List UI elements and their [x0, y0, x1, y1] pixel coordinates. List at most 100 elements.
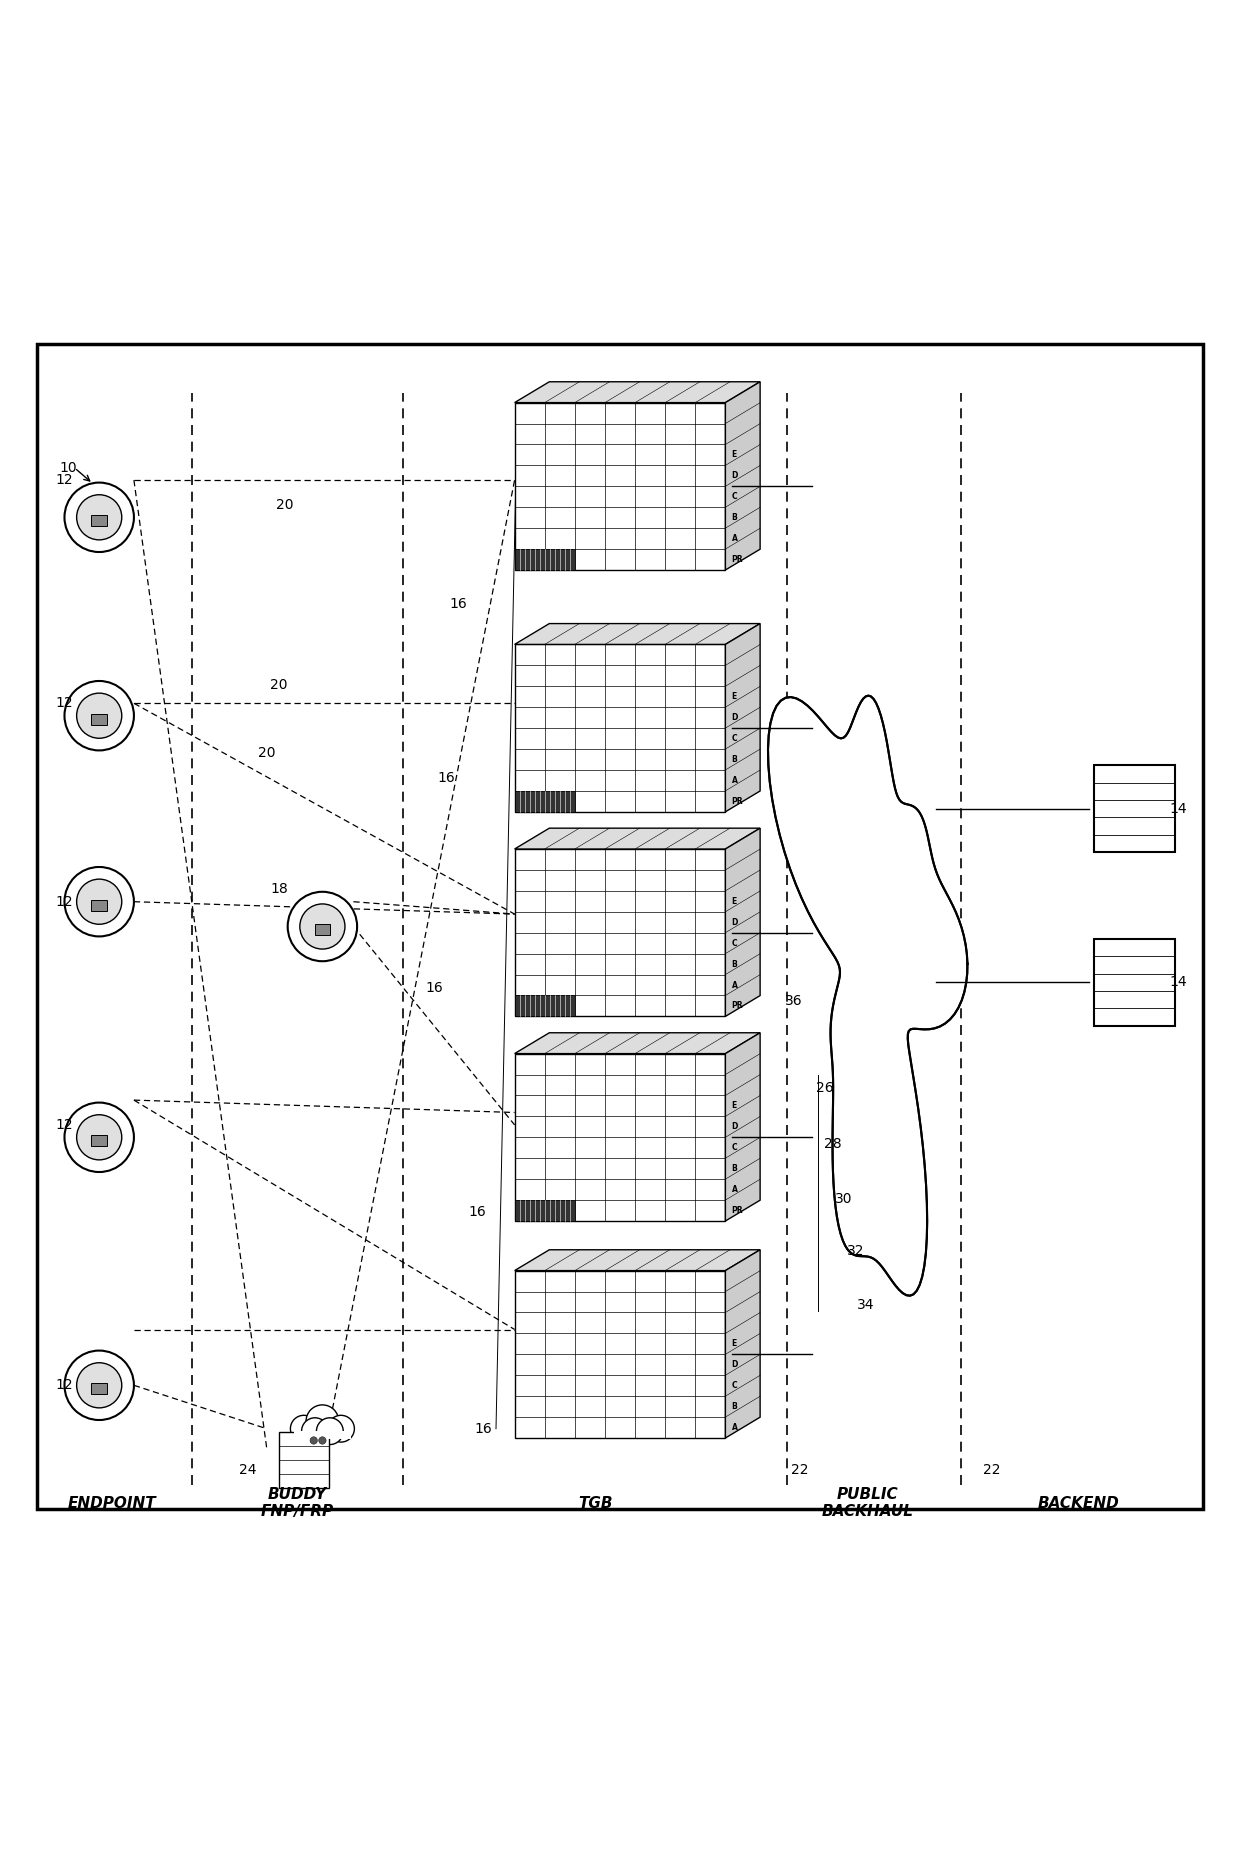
Text: 26: 26: [816, 1080, 833, 1095]
Polygon shape: [515, 382, 760, 402]
Text: 20: 20: [258, 747, 275, 760]
Text: B: B: [732, 1164, 738, 1173]
Text: D: D: [732, 917, 738, 926]
Text: PR: PR: [732, 556, 743, 563]
Text: C: C: [732, 1143, 738, 1153]
Text: 10: 10: [60, 461, 77, 474]
Text: C: C: [732, 493, 738, 502]
Polygon shape: [725, 1032, 760, 1221]
Text: C: C: [732, 939, 738, 947]
Circle shape: [77, 1362, 122, 1408]
Text: 22: 22: [983, 1462, 1001, 1477]
Bar: [279, 1432, 329, 1488]
Text: E: E: [732, 1340, 737, 1349]
Text: D: D: [732, 1123, 738, 1132]
Text: E: E: [732, 450, 737, 460]
Bar: [515, 995, 575, 1017]
Text: 14: 14: [1169, 802, 1187, 815]
Circle shape: [319, 1436, 326, 1443]
Circle shape: [77, 1116, 122, 1160]
Text: 16: 16: [425, 982, 443, 995]
Circle shape: [64, 1351, 134, 1419]
Circle shape: [288, 891, 357, 962]
Text: 16: 16: [469, 1204, 486, 1219]
Bar: [515, 1201, 575, 1221]
Polygon shape: [515, 1249, 760, 1271]
Text: 12: 12: [56, 473, 73, 487]
Circle shape: [327, 1416, 355, 1442]
Text: E: E: [732, 1101, 737, 1110]
Text: 16: 16: [475, 1421, 492, 1436]
Text: 14: 14: [1169, 975, 1187, 990]
Bar: [515, 402, 725, 571]
Bar: [1095, 765, 1176, 852]
Bar: [515, 1271, 725, 1438]
Text: 22: 22: [791, 1462, 808, 1477]
Text: 12: 12: [56, 1117, 73, 1132]
Text: 18: 18: [270, 882, 288, 897]
Text: D: D: [732, 1360, 738, 1369]
Text: 12: 12: [56, 895, 73, 908]
Bar: [92, 899, 107, 910]
Text: B: B: [732, 1403, 738, 1412]
Text: A: A: [732, 534, 738, 543]
Bar: [515, 645, 725, 812]
Bar: [515, 1054, 725, 1221]
Text: 30: 30: [835, 1191, 852, 1206]
Bar: [315, 925, 330, 936]
Circle shape: [306, 1405, 339, 1438]
Polygon shape: [515, 624, 760, 645]
Text: 24: 24: [239, 1462, 257, 1477]
Text: C: C: [732, 734, 738, 743]
Text: 34: 34: [857, 1297, 874, 1312]
Bar: [92, 515, 107, 526]
Polygon shape: [515, 828, 760, 849]
Circle shape: [300, 904, 345, 949]
Text: A: A: [732, 1186, 738, 1193]
Text: D: D: [732, 471, 738, 480]
Bar: [515, 849, 725, 1017]
Text: BACKEND: BACKEND: [1038, 1495, 1120, 1510]
Circle shape: [64, 1103, 134, 1171]
Polygon shape: [725, 828, 760, 1017]
Text: 20: 20: [277, 498, 294, 511]
Circle shape: [77, 495, 122, 539]
Text: PR: PR: [732, 1001, 743, 1010]
Text: A: A: [732, 1423, 738, 1432]
Text: C: C: [732, 1380, 738, 1390]
Circle shape: [64, 682, 134, 750]
Text: PUBLIC
BACKHAUL: PUBLIC BACKHAUL: [822, 1486, 914, 1519]
Text: 36: 36: [785, 993, 802, 1008]
Polygon shape: [725, 624, 760, 812]
Text: A: A: [732, 980, 738, 990]
Polygon shape: [725, 1249, 760, 1438]
Bar: [92, 1382, 107, 1393]
Text: 16: 16: [450, 597, 467, 611]
Circle shape: [64, 867, 134, 936]
Bar: [294, 1431, 351, 1438]
Bar: [515, 791, 575, 812]
Circle shape: [64, 482, 134, 552]
Text: 28: 28: [825, 1136, 842, 1151]
Text: B: B: [732, 960, 738, 969]
Text: D: D: [732, 713, 738, 723]
Text: A: A: [732, 776, 738, 786]
Text: ENDPOINT: ENDPOINT: [67, 1495, 156, 1510]
Text: 16: 16: [438, 771, 455, 784]
Text: PR: PR: [732, 1206, 743, 1216]
Bar: [515, 548, 575, 571]
Text: 12: 12: [56, 697, 73, 710]
Circle shape: [301, 1418, 329, 1445]
Circle shape: [290, 1416, 317, 1442]
Text: PR: PR: [732, 797, 743, 806]
Text: E: E: [732, 897, 737, 906]
Circle shape: [316, 1418, 343, 1445]
Text: E: E: [732, 693, 737, 700]
Text: TGB: TGB: [578, 1495, 613, 1510]
Circle shape: [77, 878, 122, 925]
Polygon shape: [768, 695, 967, 1295]
Bar: [92, 1136, 107, 1147]
Text: B: B: [732, 513, 738, 523]
Text: BUDDY
FNP/FRP: BUDDY FNP/FRP: [262, 1486, 334, 1519]
Text: 20: 20: [270, 678, 288, 691]
